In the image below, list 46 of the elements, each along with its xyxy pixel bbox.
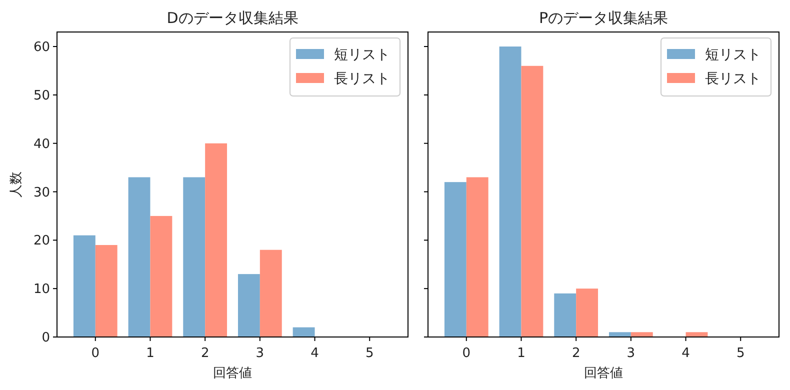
bar — [150, 216, 172, 337]
legend-label: 短リスト — [705, 47, 761, 63]
y-tick-label: 0 — [42, 330, 50, 346]
legend-label: 長リスト — [334, 71, 390, 87]
x-tick-label: 5 — [736, 346, 745, 361]
x-tick-label: 4 — [310, 346, 319, 361]
x-tick-label: 4 — [682, 346, 690, 361]
bar — [521, 66, 544, 337]
bar — [576, 288, 598, 337]
bar — [73, 235, 96, 337]
bar — [608, 332, 631, 337]
x-tick-label: 3 — [626, 346, 636, 361]
x-axis-title: 回答値 — [213, 366, 252, 381]
x-axis-title: 回答値 — [584, 366, 623, 381]
y-tick-label: 10 — [33, 282, 50, 298]
legend-label: 長リスト — [705, 71, 761, 87]
bar — [686, 332, 708, 337]
x-tick-label: 1 — [146, 346, 154, 361]
bar — [128, 177, 150, 337]
y-axis-title: 人数 — [9, 172, 24, 198]
chart-title: Pのデータ収集結果 — [538, 9, 668, 27]
x-tick-label: 3 — [256, 346, 264, 361]
x-tick-label: 1 — [517, 346, 526, 361]
x-tick-label: 2 — [572, 346, 580, 361]
bar — [292, 327, 315, 337]
bar — [444, 182, 466, 337]
bar — [554, 293, 576, 337]
x-tick-label: 0 — [91, 346, 100, 361]
x-tick-label: 0 — [462, 346, 471, 361]
bar — [205, 143, 228, 337]
x-tick-label: 5 — [365, 346, 374, 361]
y-tick-label: 50 — [33, 88, 50, 104]
bar — [183, 177, 206, 337]
bar — [466, 177, 488, 337]
y-tick-label: 30 — [33, 185, 50, 200]
chart-title: Dのデータ収集結果 — [166, 9, 298, 27]
x-tick-label: 2 — [200, 346, 210, 361]
bar — [630, 332, 653, 337]
bar — [260, 250, 282, 337]
y-tick-label: 60 — [33, 40, 50, 56]
y-tick-label: 40 — [33, 136, 50, 152]
bar — [238, 274, 260, 337]
legend-label: 短リスト — [334, 47, 390, 63]
bar — [95, 245, 118, 337]
y-tick-label: 20 — [33, 234, 50, 249]
bar — [499, 46, 522, 337]
